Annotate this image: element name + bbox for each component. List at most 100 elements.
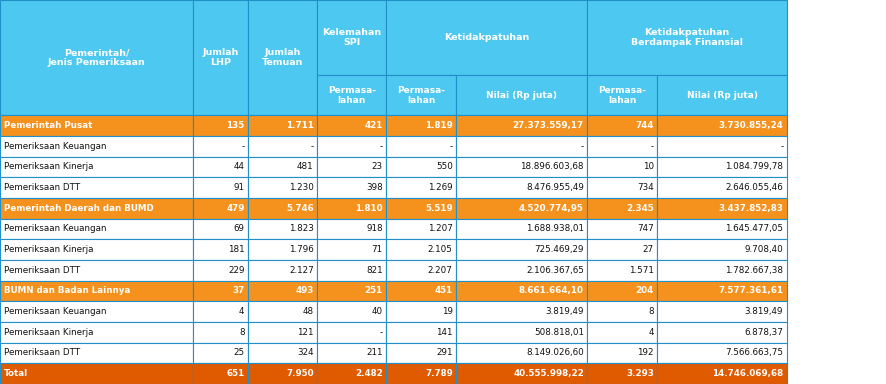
Text: 4: 4 bbox=[239, 307, 245, 316]
Text: Jumlah
LHP: Jumlah LHP bbox=[202, 48, 239, 67]
Text: 1.819: 1.819 bbox=[425, 121, 453, 130]
Bar bbox=[193, 136, 248, 157]
Bar bbox=[456, 177, 587, 198]
Text: 229: 229 bbox=[228, 266, 245, 275]
Text: 324: 324 bbox=[297, 349, 314, 358]
Bar bbox=[193, 239, 248, 260]
Text: 1.645.477,05: 1.645.477,05 bbox=[726, 224, 783, 233]
Bar bbox=[0, 363, 193, 384]
Text: 918: 918 bbox=[366, 224, 383, 233]
Text: 8: 8 bbox=[649, 307, 654, 316]
Bar bbox=[0, 0, 193, 115]
Bar bbox=[587, 260, 657, 281]
Text: Kelemahan
SPI: Kelemahan SPI bbox=[323, 28, 381, 47]
Bar bbox=[193, 115, 248, 136]
Text: 550: 550 bbox=[436, 162, 453, 171]
Bar bbox=[193, 0, 248, 115]
Bar bbox=[193, 281, 248, 301]
Bar bbox=[248, 343, 317, 363]
Bar bbox=[657, 239, 787, 260]
Bar bbox=[248, 115, 317, 136]
Bar bbox=[456, 343, 587, 363]
Text: 121: 121 bbox=[297, 328, 314, 337]
Text: 1.207: 1.207 bbox=[428, 224, 453, 233]
Bar bbox=[248, 157, 317, 177]
Text: 451: 451 bbox=[434, 286, 453, 295]
Bar bbox=[386, 260, 456, 281]
Text: 479: 479 bbox=[226, 204, 245, 213]
Text: 747: 747 bbox=[637, 224, 654, 233]
Text: 1.269: 1.269 bbox=[428, 183, 453, 192]
Text: 27.373.559,17: 27.373.559,17 bbox=[513, 121, 584, 130]
Text: 181: 181 bbox=[228, 245, 245, 254]
Bar bbox=[587, 0, 787, 75]
Text: 1.782.667,38: 1.782.667,38 bbox=[726, 266, 783, 275]
Bar bbox=[386, 239, 456, 260]
Text: 398: 398 bbox=[366, 183, 383, 192]
Text: 1.084.799,78: 1.084.799,78 bbox=[726, 162, 783, 171]
Text: Pemeriksaan Kinerja: Pemeriksaan Kinerja bbox=[4, 245, 93, 254]
Bar bbox=[317, 239, 386, 260]
Bar bbox=[0, 177, 193, 198]
Bar bbox=[456, 281, 587, 301]
Bar bbox=[386, 301, 456, 322]
Bar bbox=[657, 281, 787, 301]
Text: 5.519: 5.519 bbox=[425, 204, 453, 213]
Text: 1.810: 1.810 bbox=[355, 204, 383, 213]
Bar bbox=[193, 260, 248, 281]
Text: -: - bbox=[379, 328, 383, 337]
Bar bbox=[456, 218, 587, 239]
Text: 44: 44 bbox=[234, 162, 245, 171]
Bar bbox=[386, 363, 456, 384]
Bar bbox=[456, 136, 587, 157]
Text: 3.437.852,83: 3.437.852,83 bbox=[719, 204, 783, 213]
Bar bbox=[0, 322, 193, 343]
Bar bbox=[587, 322, 657, 343]
Bar bbox=[193, 363, 248, 384]
Bar bbox=[317, 281, 386, 301]
Bar bbox=[0, 239, 193, 260]
Bar bbox=[317, 218, 386, 239]
Text: 1.711: 1.711 bbox=[286, 121, 314, 130]
Bar bbox=[386, 218, 456, 239]
Text: Pemeriksaan DTT: Pemeriksaan DTT bbox=[4, 349, 80, 358]
Bar bbox=[587, 177, 657, 198]
Text: Nilai (Rp juta): Nilai (Rp juta) bbox=[687, 91, 758, 99]
Text: 2.345: 2.345 bbox=[626, 204, 654, 213]
Text: 6.878,37: 6.878,37 bbox=[744, 328, 783, 337]
Bar bbox=[248, 260, 317, 281]
Bar bbox=[248, 218, 317, 239]
Bar bbox=[317, 343, 386, 363]
Text: 3.730.855,24: 3.730.855,24 bbox=[719, 121, 783, 130]
Text: 40.555.998,22: 40.555.998,22 bbox=[513, 369, 584, 378]
Bar bbox=[587, 157, 657, 177]
Text: 4: 4 bbox=[649, 328, 654, 337]
Bar bbox=[587, 136, 657, 157]
Text: -: - bbox=[241, 142, 245, 151]
Text: Pemerintah/
Jenis Pemeriksaan: Pemerintah/ Jenis Pemeriksaan bbox=[48, 48, 145, 67]
Bar bbox=[248, 239, 317, 260]
Bar bbox=[456, 363, 587, 384]
Bar bbox=[317, 0, 386, 75]
Bar bbox=[657, 301, 787, 322]
Bar bbox=[587, 301, 657, 322]
Bar bbox=[386, 177, 456, 198]
Bar bbox=[456, 301, 587, 322]
Text: 7.950: 7.950 bbox=[286, 369, 314, 378]
Text: 493: 493 bbox=[295, 286, 314, 295]
Bar bbox=[193, 343, 248, 363]
Text: 725.469,29: 725.469,29 bbox=[534, 245, 584, 254]
Bar bbox=[587, 218, 657, 239]
Bar bbox=[317, 322, 386, 343]
Bar bbox=[386, 157, 456, 177]
Text: Total: Total bbox=[4, 369, 27, 378]
Bar bbox=[0, 343, 193, 363]
Bar bbox=[317, 157, 386, 177]
Text: 508.818,01: 508.818,01 bbox=[534, 328, 584, 337]
Text: -: - bbox=[449, 142, 453, 151]
Bar bbox=[0, 260, 193, 281]
Text: 19: 19 bbox=[442, 307, 453, 316]
Text: 734: 734 bbox=[637, 183, 654, 192]
Text: 91: 91 bbox=[234, 183, 245, 192]
Text: 2.106.367,65: 2.106.367,65 bbox=[526, 266, 584, 275]
